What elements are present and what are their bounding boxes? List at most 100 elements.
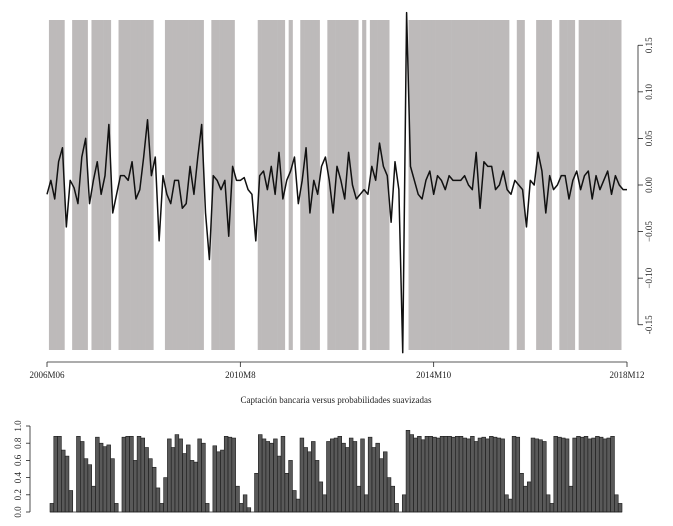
regime-shade — [195, 20, 201, 350]
bar — [295, 498, 301, 513]
bar — [492, 436, 498, 513]
bar — [557, 436, 562, 513]
bar — [383, 451, 388, 513]
bar — [61, 449, 66, 513]
bar — [292, 490, 297, 513]
bar — [239, 503, 244, 513]
regime-shade — [420, 20, 425, 350]
bar — [314, 460, 320, 513]
bar — [489, 436, 494, 513]
bar — [258, 434, 263, 513]
bar — [348, 437, 354, 513]
regime-shade — [277, 20, 282, 350]
bar — [413, 437, 418, 513]
y-tick-label: 1.0 — [13, 420, 23, 432]
bar — [186, 444, 191, 513]
regime-shade — [451, 20, 456, 350]
regime-shade — [342, 20, 347, 350]
bar — [91, 485, 96, 513]
bar — [333, 437, 339, 513]
regime-shade — [308, 20, 313, 350]
regime-shade — [172, 20, 177, 350]
bar — [53, 436, 58, 513]
regime-shade — [79, 20, 85, 350]
bar — [580, 436, 585, 513]
bar — [212, 445, 217, 513]
bar — [133, 460, 138, 513]
regime-shade — [582, 20, 587, 350]
regime-shade — [300, 20, 305, 350]
regime-shade — [280, 20, 286, 350]
bar — [337, 436, 342, 513]
regime-shade — [331, 20, 336, 350]
regime-shade — [215, 20, 220, 350]
bar — [614, 494, 619, 513]
regime-shade — [454, 20, 460, 350]
bar — [409, 434, 414, 513]
bar — [473, 441, 479, 513]
regime-shade — [192, 20, 197, 350]
bar — [106, 444, 111, 513]
x-tick-label: 2010M8 — [225, 370, 256, 380]
regime-shade — [118, 20, 123, 350]
bar — [273, 438, 278, 513]
regime-shade — [416, 20, 421, 350]
regime-shade — [543, 20, 549, 350]
regime-shade — [149, 20, 154, 350]
regime-shade — [381, 20, 386, 350]
regime-shade — [91, 20, 96, 350]
bar — [606, 437, 611, 513]
bar — [129, 436, 134, 513]
regime-shade — [377, 20, 382, 350]
bar — [443, 436, 449, 513]
bar — [390, 485, 396, 513]
y-tick-label: −0.05 — [644, 221, 654, 242]
bar — [57, 436, 62, 513]
y-tick-label: 0.4 — [13, 471, 23, 483]
y-tick-label: -0.15 — [644, 315, 654, 334]
regime-shade — [184, 20, 189, 350]
bar — [178, 438, 183, 513]
chart-title: Captación bancaria versus probabilidades… — [241, 395, 432, 405]
regime-shade — [598, 20, 603, 350]
bar — [269, 442, 274, 513]
regime-shade — [188, 20, 193, 350]
bar — [598, 436, 604, 513]
regime-shade — [103, 20, 108, 350]
regime-shade — [559, 20, 564, 350]
y-tick-label: 0.8 — [13, 437, 23, 449]
regime-shade — [141, 20, 146, 350]
bar — [288, 460, 293, 513]
bar — [299, 437, 305, 513]
bar — [322, 494, 327, 513]
bar — [485, 438, 490, 513]
bar — [500, 438, 505, 513]
bar — [523, 485, 528, 513]
regime-shade — [482, 20, 487, 350]
bar — [466, 438, 471, 513]
bar — [394, 503, 399, 513]
y-tick-label: 0.2 — [13, 489, 23, 500]
bar — [151, 466, 157, 513]
bar — [159, 503, 164, 513]
bar — [220, 449, 225, 513]
bar — [561, 437, 566, 513]
regime-shade — [586, 20, 591, 350]
regime-shade — [199, 20, 204, 350]
y-tick-label: 0.0 — [13, 506, 23, 518]
bar — [76, 436, 81, 513]
y-tick-label: −0.10 — [644, 267, 654, 288]
regime-shade — [439, 20, 444, 350]
bar — [591, 437, 596, 513]
regime-shade — [478, 20, 483, 350]
bar — [405, 429, 411, 513]
bar — [246, 507, 252, 513]
bar — [568, 485, 574, 513]
regime-shade — [609, 20, 614, 350]
bar — [424, 436, 430, 513]
y-tick-label: 0.10 — [644, 83, 654, 99]
bar — [265, 441, 271, 513]
bar — [530, 437, 536, 513]
regime-shade — [180, 20, 185, 350]
